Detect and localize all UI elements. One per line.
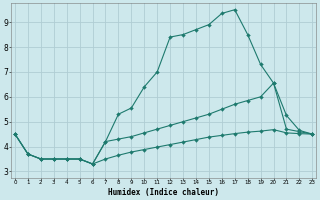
X-axis label: Humidex (Indice chaleur): Humidex (Indice chaleur) bbox=[108, 188, 219, 197]
